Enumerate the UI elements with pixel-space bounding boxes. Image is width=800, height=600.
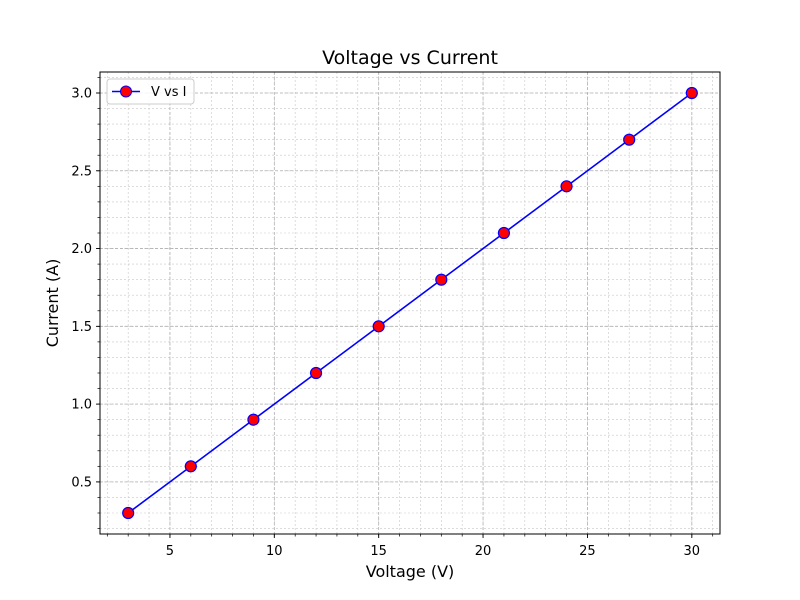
y-tick-label: 2.0 [71, 242, 92, 257]
y-tick-label: 1.5 [71, 320, 92, 335]
x-tick-label: 10 [266, 544, 283, 559]
data-point [685, 86, 698, 100]
x-tick-label: 25 [579, 544, 596, 559]
legend: V vs I [106, 78, 195, 105]
x-axis-ticks: 5 10 15 20 25 30 [106, 534, 714, 559]
x-tick-label: 15 [370, 544, 387, 559]
series-line [127, 92, 693, 514]
plot-frame [99, 71, 721, 535]
data-point [184, 460, 197, 473]
legend-marker-swatch [120, 85, 132, 98]
series-layer [122, 86, 698, 520]
y-tick-label: 2.5 [71, 164, 92, 179]
data-point [435, 273, 448, 286]
legend-label: V vs I [151, 85, 186, 100]
y-axis-title: Current (A) [43, 259, 62, 348]
data-point [560, 180, 573, 193]
y-tick-label: 1.0 [71, 398, 92, 413]
x-axis-title: Voltage (V) [366, 562, 455, 581]
data-point [122, 506, 135, 520]
chart-title: Voltage vs Current [322, 47, 498, 69]
legend-box [106, 78, 195, 105]
data-point [497, 226, 511, 240]
y-tick-label: 3.0 [71, 87, 92, 102]
x-tick-label: 5 [166, 544, 174, 559]
x-tick-label: 30 [684, 544, 701, 559]
data-point [309, 366, 323, 380]
y-axis-ticks: 0.5 1.0 1.5 2.0 2.5 3.0 [71, 77, 100, 529]
data-point [247, 413, 260, 426]
data-point [623, 133, 636, 146]
data-point [372, 320, 385, 333]
major-grid [100, 72, 720, 534]
y-tick-label: 0.5 [71, 475, 92, 490]
x-tick-label: 20 [475, 544, 492, 559]
